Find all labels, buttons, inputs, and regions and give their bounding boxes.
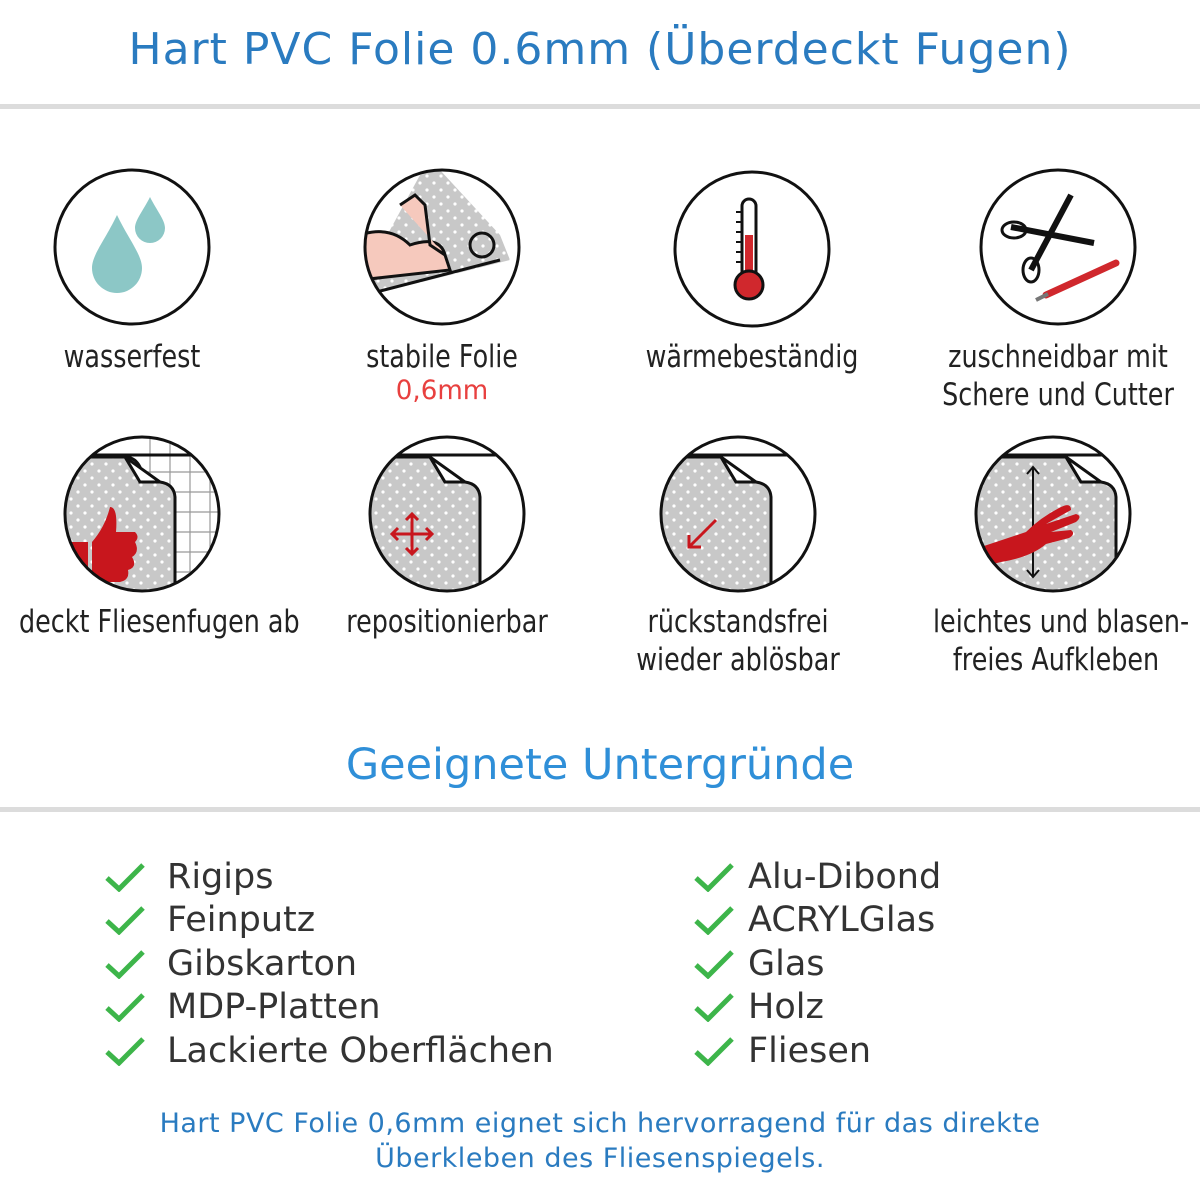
check-icon	[694, 1036, 734, 1066]
move-arrows-icon	[368, 435, 526, 593]
list-item: ACRYLGlas	[694, 899, 941, 943]
list-item: Alu-Dibond	[694, 855, 941, 899]
list-item: Lackierte Oberflächen	[105, 1029, 554, 1073]
feature-label-rueckstandsfrei: rückstandsfrei wieder ablösbar	[636, 604, 840, 678]
scissors-cutter-icon	[979, 168, 1137, 326]
list-item: MDP-Platten	[105, 986, 554, 1030]
list-item: Gibskarton	[105, 942, 554, 986]
feature-label-repositionierbar: repositionierbar	[346, 604, 548, 640]
check-icon	[694, 906, 734, 936]
list-item: Glas	[694, 942, 941, 986]
check-icon	[105, 906, 145, 936]
feature-label-wasserfest: wasserfest	[63, 339, 201, 375]
list-item: Holz	[694, 986, 941, 1030]
check-icon	[694, 993, 734, 1023]
surfaces-list-left: Rigips Feinputz Gibskarton MDP-Platten L…	[105, 855, 554, 1073]
thickness-value: 0,6mm	[395, 375, 489, 406]
page-title: Hart PVC Folie 0.6mm (Überdeckt Fugen)	[128, 24, 1072, 75]
check-icon	[105, 949, 145, 979]
feature-label-blasenfrei: leichtes und blasen-freies Aufkleben	[933, 604, 1190, 678]
list-item: Feinputz	[105, 899, 554, 943]
list-item: Rigips	[105, 855, 554, 899]
list-item: Fliesen	[694, 1029, 941, 1073]
check-icon	[694, 862, 734, 892]
check-icon	[105, 993, 145, 1023]
feature-label-deckt-fliesenfugen: deckt Fliesenfugen ab	[19, 604, 300, 640]
feature-label-stabile-folie: stabile Folie 0,6mm	[319, 338, 565, 406]
thumbs-up-tiles-icon	[63, 435, 221, 593]
hand-smooth-icon	[974, 435, 1132, 593]
feature-label-waermebestaendig: wärmebeständig	[645, 339, 859, 375]
feature-label-zuschneidbar: zuschneidbar mit Schere und Cutter	[942, 339, 1174, 413]
footer-line-1: Hart PVC Folie 0,6mm eignet sich hervorr…	[159, 1108, 1041, 1139]
check-icon	[105, 1036, 145, 1066]
check-icon	[694, 949, 734, 979]
divider	[0, 104, 1200, 109]
section-heading-surfaces: Geeignete Untergründe	[345, 740, 855, 790]
water-drops-icon	[53, 168, 211, 326]
footer-line-2: Überkleben des Fliesenspiegels.	[375, 1143, 825, 1174]
surfaces-list-right: Alu-Dibond ACRYLGlas Glas Holz Fliesen	[694, 855, 941, 1073]
divider	[0, 807, 1200, 812]
strong-arm-icon	[363, 168, 521, 326]
thermometer-icon	[673, 170, 831, 328]
footer-note: Hart PVC Folie 0,6mm eignet sich hervorr…	[0, 1106, 1200, 1176]
peel-arrow-icon	[659, 435, 817, 593]
check-icon	[105, 862, 145, 892]
